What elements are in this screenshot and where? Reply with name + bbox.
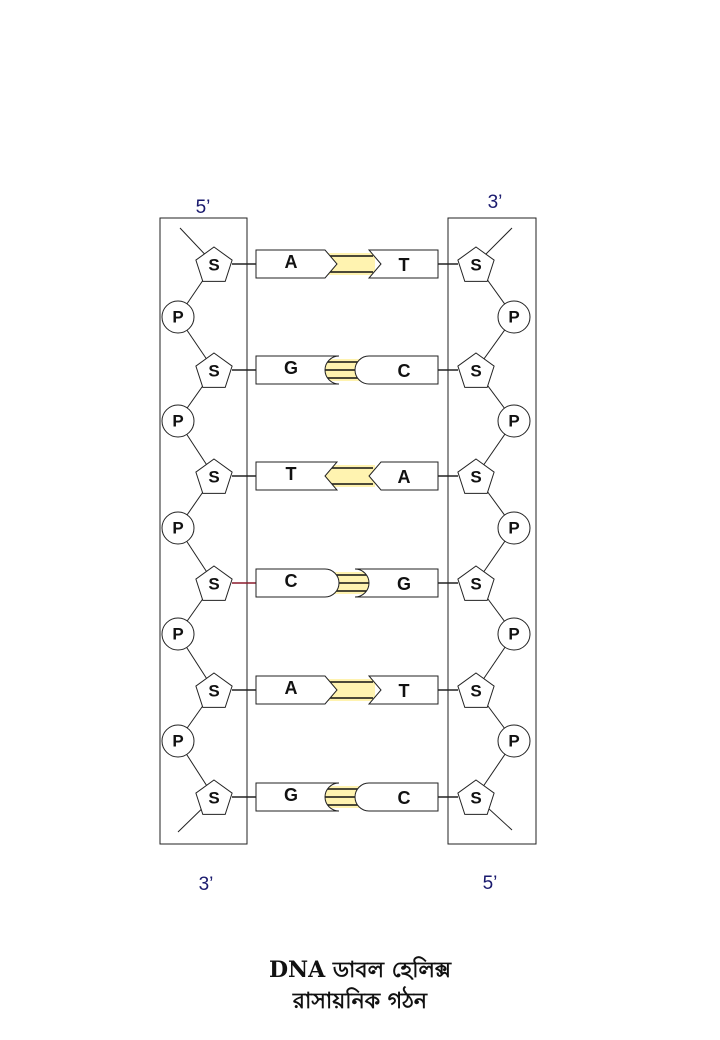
- right-phosphate: [497, 300, 531, 334]
- right-base-label: T: [399, 681, 410, 701]
- left-sugar-label: S: [208, 575, 219, 594]
- right-phosphate: [497, 724, 531, 758]
- left-base-label: A: [285, 252, 298, 272]
- hydrogen-bond-region: [319, 253, 375, 275]
- right-base: [367, 249, 439, 279]
- left-phosphate: [161, 617, 195, 651]
- right-phosphate-label: P: [508, 519, 519, 538]
- right-sugar-label: S: [470, 362, 481, 381]
- right-sugar: [457, 672, 495, 708]
- left-base: [255, 355, 340, 385]
- right-base-label: T: [399, 255, 410, 275]
- left-base: [255, 249, 338, 279]
- right-top-end-label: 3’: [488, 192, 503, 213]
- right-sugar: [457, 458, 495, 494]
- right-sugar: [457, 352, 495, 388]
- left-phosphate: [161, 511, 195, 545]
- right-sugar: [457, 565, 495, 601]
- left-phosphate: [161, 404, 195, 438]
- hydrogen-bond-region: [319, 465, 375, 487]
- left-base-label: T: [286, 464, 297, 484]
- right-phosphate-label: P: [508, 308, 519, 327]
- backbone-layer: P P P P P P P P P P S S S S S S S S S S S S: [161, 227, 531, 833]
- left-phosphate-label: P: [172, 519, 183, 538]
- right-phosphate: [497, 617, 531, 651]
- left-sugar: [195, 352, 233, 388]
- left-sugar-label: S: [208, 256, 219, 275]
- left-strand-box: [159, 217, 248, 845]
- left-base-label: C: [285, 571, 298, 591]
- right-base: [368, 461, 439, 491]
- right-base: [367, 675, 439, 705]
- right-phosphate-label: P: [508, 732, 519, 751]
- left-sugar: [195, 779, 233, 815]
- left-sugar-label: S: [208, 468, 219, 487]
- right-bottom-end-label: 5’: [483, 873, 498, 894]
- left-sugar: [195, 246, 233, 282]
- right-phosphate: [497, 511, 531, 545]
- right-sugar-label: S: [470, 468, 481, 487]
- left-base-label: G: [284, 358, 298, 378]
- left-base-label: A: [285, 678, 298, 698]
- left-base: [255, 782, 340, 812]
- right-sugar: [457, 246, 495, 282]
- right-strand-box: [447, 217, 537, 845]
- left-sugar: [195, 458, 233, 494]
- right-base-label: C: [398, 361, 411, 381]
- left-base: [255, 568, 340, 598]
- left-phosphate-label: P: [172, 625, 183, 644]
- right-phosphate: [497, 404, 531, 438]
- left-phosphate-label: P: [172, 412, 183, 431]
- right-base-label: C: [398, 788, 411, 808]
- right-base: [354, 782, 439, 812]
- left-phosphate: [161, 724, 195, 758]
- right-base: [354, 568, 439, 598]
- base-pair-layer: A T G C T A C G A T G C: [232, 249, 458, 812]
- left-sugar: [195, 672, 233, 708]
- right-base-label: G: [397, 574, 411, 594]
- right-sugar-label: S: [470, 575, 481, 594]
- left-base-label: G: [284, 785, 298, 805]
- left-bottom-end-label: 3’: [199, 874, 214, 895]
- left-sugar-label: S: [208, 789, 219, 808]
- right-phosphate-label: P: [508, 625, 519, 644]
- right-sugar-label: S: [470, 256, 481, 275]
- right-phosphate-label: P: [508, 412, 519, 431]
- right-sugar-label: S: [470, 789, 481, 808]
- right-base-label: A: [398, 467, 411, 487]
- left-sugar-label: S: [208, 682, 219, 701]
- left-phosphate-label: P: [172, 732, 183, 751]
- right-base: [354, 355, 439, 385]
- left-sugar: [195, 565, 233, 601]
- left-sugar-label: S: [208, 362, 219, 381]
- left-phosphate-label: P: [172, 308, 183, 327]
- hydrogen-bond-region: [319, 679, 375, 701]
- caption-line-1: DNA ডাবল হেলিক্স: [268, 957, 452, 983]
- left-base: [255, 461, 339, 491]
- left-top-end-label: 5’: [196, 197, 211, 218]
- right-sugar-label: S: [470, 682, 481, 701]
- right-sugar: [457, 779, 495, 815]
- caption-line-2: রাসায়নিক গঠন: [292, 988, 428, 1014]
- left-base: [255, 675, 338, 705]
- left-phosphate: [161, 300, 195, 334]
